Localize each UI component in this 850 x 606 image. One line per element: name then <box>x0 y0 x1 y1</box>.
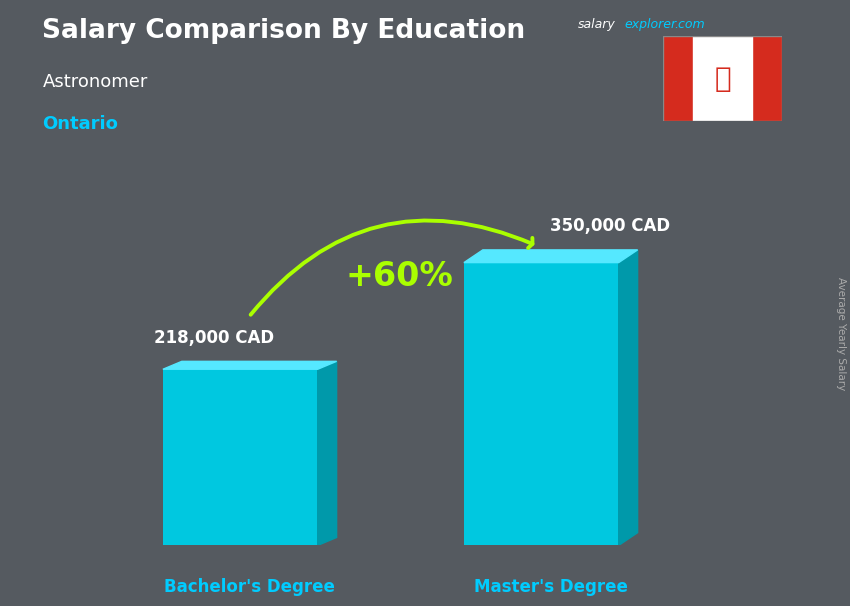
Text: salary: salary <box>578 18 615 31</box>
Text: Astronomer: Astronomer <box>42 73 148 91</box>
Bar <box>163 369 318 545</box>
Text: 218,000 CAD: 218,000 CAD <box>155 329 275 347</box>
Bar <box>663 36 693 121</box>
Text: Bachelor's Degree: Bachelor's Degree <box>164 578 335 596</box>
Bar <box>693 36 752 121</box>
Text: +60%: +60% <box>345 260 453 293</box>
Text: 350,000 CAD: 350,000 CAD <box>550 218 670 235</box>
Text: Ontario: Ontario <box>42 115 118 133</box>
Text: 🍁: 🍁 <box>714 65 731 93</box>
Polygon shape <box>619 250 638 545</box>
Text: .com: .com <box>674 18 705 31</box>
Text: explorer: explorer <box>625 18 677 31</box>
Text: Master's Degree: Master's Degree <box>473 578 627 596</box>
Polygon shape <box>318 361 337 545</box>
FancyArrowPatch shape <box>251 221 532 315</box>
Bar <box>464 262 619 545</box>
Polygon shape <box>163 361 337 369</box>
Polygon shape <box>464 250 638 262</box>
Text: Salary Comparison By Education: Salary Comparison By Education <box>42 18 525 44</box>
Bar <box>752 36 782 121</box>
Text: Average Yearly Salary: Average Yearly Salary <box>836 277 846 390</box>
